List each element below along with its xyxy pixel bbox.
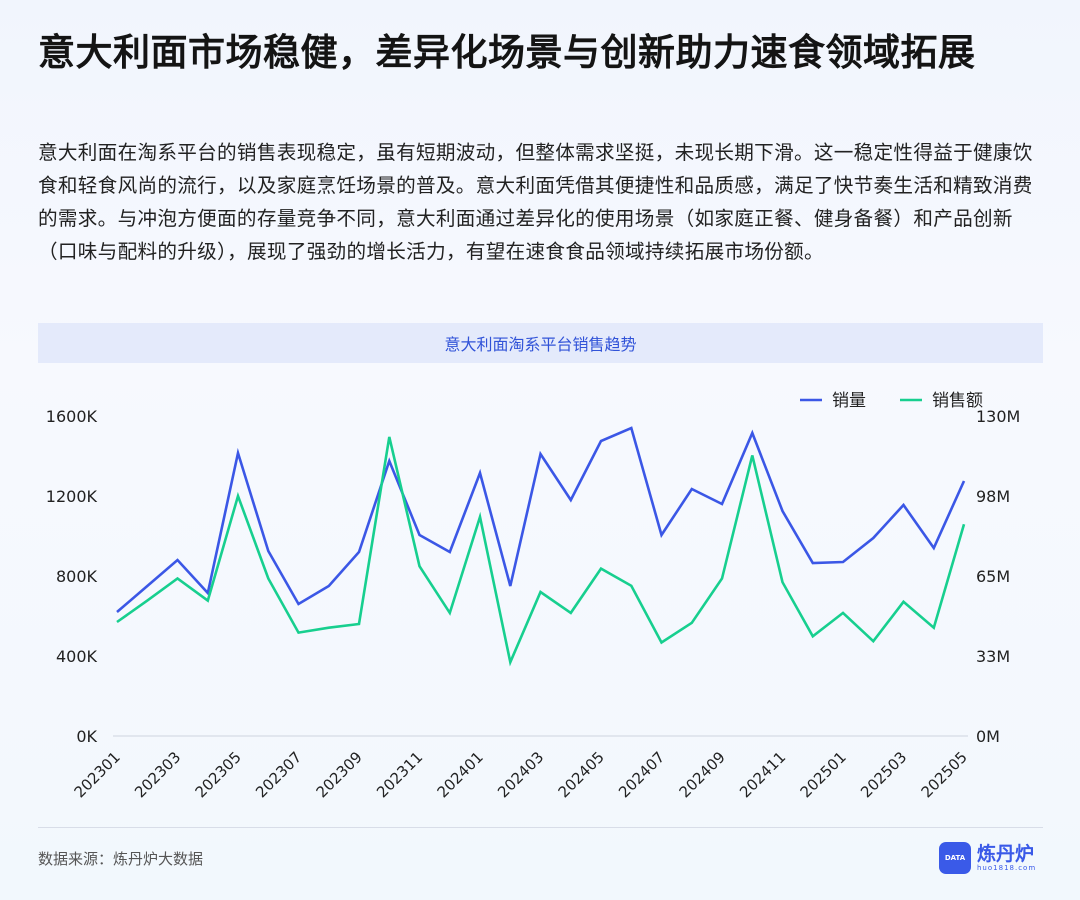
page-title: 意大利面市场稳健，差异化场景与创新助力速食领域拓展 <box>38 31 976 74</box>
x-tick-label: 202409 <box>676 748 729 801</box>
line-chart: 0K 400K 800K 1200K 1600K 0M 33M 65M 98M 130M 20230… <box>46 391 1021 801</box>
logo-name: 炼丹炉 <box>977 843 1035 865</box>
x-tick-label: 202505 <box>918 748 971 801</box>
x-tick-label: 202401 <box>434 748 487 801</box>
x-tick-label: 202305 <box>192 748 245 801</box>
x-tick-label: 202407 <box>615 748 668 801</box>
description: 意大利面在淘系平台的销售表现稳定，虽有短期波动，但整体需求坚挺，未现长期下滑。这… <box>38 141 1033 263</box>
divider <box>38 827 1043 828</box>
x-tick-label: 202501 <box>797 748 850 801</box>
x-tick-label: 202303 <box>131 748 184 801</box>
data-source: 数据来源：炼丹炉大数据 <box>38 850 204 868</box>
series-line-1 <box>116 426 966 613</box>
legend-label: 销售额 <box>932 391 983 411</box>
logo-icon: DATA <box>939 842 971 874</box>
y-left-tick-label: 0K <box>76 727 97 746</box>
y-right-tick-label: 65M <box>976 567 1010 586</box>
legend-label: 销量 <box>832 391 866 411</box>
x-tick-label: 202301 <box>71 748 124 801</box>
x-tick-label: 202309 <box>313 748 366 801</box>
y-left-tick-label: 800K <box>56 567 98 586</box>
y-right-tick-label: 33M <box>976 647 1010 666</box>
x-tick-label: 202405 <box>555 748 608 801</box>
x-tick-label: 202311 <box>373 748 426 801</box>
logo-url: huo1818.com <box>977 864 1037 872</box>
y-right-tick-label: 130M <box>976 407 1020 426</box>
brand-logo: DATA 炼丹炉 huo1818.com <box>939 842 1036 874</box>
y-left-tick-label: 1200K <box>46 487 98 506</box>
x-tick-label: 202403 <box>494 748 547 801</box>
chart-title: 意大利面淘系平台销售趋势 <box>38 323 1043 363</box>
y-left-tick-label: 400K <box>56 647 98 666</box>
x-tick-label: 202503 <box>857 748 910 801</box>
y-left-tick-label: 1600K <box>46 407 98 426</box>
x-tick-label: 202411 <box>736 748 789 801</box>
x-tick-label: 202307 <box>252 748 305 801</box>
y-right-tick-label: 0M <box>976 727 1000 746</box>
y-right-tick-label: 98M <box>976 487 1010 506</box>
